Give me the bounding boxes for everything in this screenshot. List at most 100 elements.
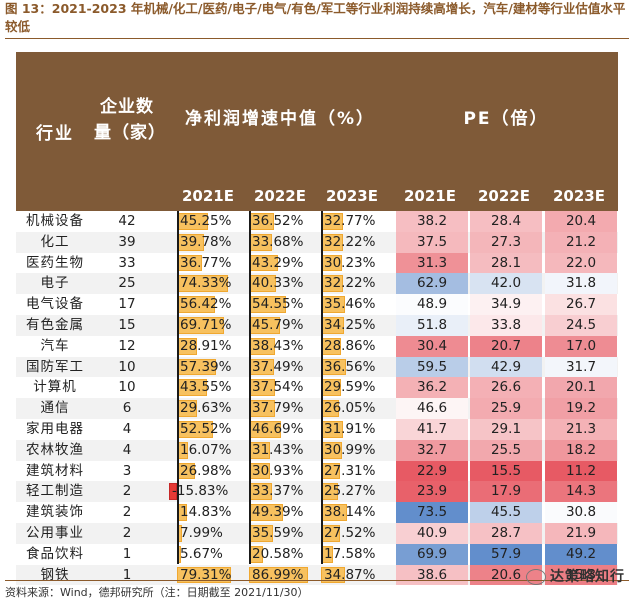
pe-value: 17.0	[545, 335, 617, 357]
profit-growth-value: 37.79%	[252, 400, 304, 417]
title-divider	[5, 38, 629, 39]
profit-growth-value: 49.39%	[252, 504, 304, 521]
profit-growth-value: 33.68%	[252, 233, 304, 250]
profit-growth-value: 17.58%	[324, 545, 376, 562]
company-count: 1	[122, 545, 132, 562]
header-year-pe-2021: 2021E	[404, 187, 456, 205]
pe-value: 36.2	[396, 377, 468, 399]
profit-growth-value: 52.52%	[180, 420, 232, 437]
pe-value: 32.7	[396, 439, 468, 461]
table-row: 建筑材料 3 26.98% 30.93% 27.31% 22.9 15.5 11.2	[16, 460, 618, 482]
profit-growth-value: 37.49%	[252, 358, 304, 375]
pe-value: 27.3	[470, 231, 542, 253]
profit-growth-value: 29.59%	[324, 379, 376, 396]
pe-value: 45.5	[470, 502, 542, 523]
pe-value: 37.5	[396, 231, 468, 253]
profit-growth-value: 14.83%	[180, 504, 232, 521]
profit-growth-value: 27.31%	[324, 462, 376, 479]
header-profit-growth: 净利润增速中值（%）	[184, 109, 376, 129]
table-row: 机械设备 42 45.25% 36.52% 32.77% 38.2 28.4 20.4	[16, 211, 618, 232]
wechat-icon	[526, 569, 546, 585]
industry-name: 汽车	[40, 337, 70, 354]
pe-value: 19.2	[545, 398, 617, 419]
profit-growth-value: 56.42%	[180, 296, 232, 313]
pe-value: 25.9	[470, 398, 542, 419]
company-count: 4	[122, 420, 132, 437]
pe-value: 28.1	[470, 252, 542, 274]
profit-growth-value: 43.55%	[180, 379, 232, 396]
pe-value: 38.6	[396, 564, 468, 586]
company-count: 33	[118, 254, 136, 271]
table-row: 公用事业 2 7.99% 35.59% 27.52% 40.9 28.7 21.9	[16, 522, 618, 544]
pe-value: 62.9	[396, 273, 468, 295]
industry-name: 建筑材料	[26, 462, 84, 479]
pe-value: 20.1	[545, 377, 617, 399]
profit-growth-value: 27.52%	[324, 524, 376, 541]
company-count: 4	[122, 441, 132, 458]
pe-value: 31.3	[396, 252, 468, 274]
table-row: 农林牧渔 4 16.07% 31.43% 30.99% 32.7 25.5 18.2	[16, 439, 618, 461]
profit-growth-value: 38.43%	[252, 337, 304, 354]
table-row: 计算机 10 43.55% 37.54% 29.59% 36.2 26.6 20.1	[16, 377, 618, 399]
profit-growth-value: 25.27%	[324, 483, 376, 500]
company-count: 15	[118, 316, 136, 333]
profit-growth-value: 28.86%	[324, 337, 376, 354]
company-count: 25	[118, 275, 136, 292]
header-year-pe-2023: 2023E	[553, 187, 605, 205]
company-count: 2	[122, 483, 132, 500]
industry-name: 通信	[40, 400, 70, 417]
pe-value: 34.9	[470, 294, 542, 315]
industry-name: 医药生物	[26, 254, 84, 271]
profit-growth-value: 36.52%	[252, 213, 304, 229]
profit-growth-value: 28.91%	[180, 337, 232, 354]
profit-growth-value: 57.39%	[180, 358, 232, 375]
header-pe: PE（倍）	[463, 109, 549, 129]
profit-growth-value: 29.63%	[180, 400, 232, 417]
pe-value: 73.5	[396, 502, 468, 523]
table-row: 食品饮料 1 5.67% 20.58% 17.58% 69.9 57.9 49.2	[16, 543, 618, 565]
company-count: 10	[118, 379, 136, 396]
pe-value: 20.4	[545, 211, 617, 232]
industry-name: 电气设备	[26, 296, 84, 313]
profit-growth-value: 30.99%	[324, 441, 376, 458]
profit-growth-value: 37.54%	[252, 379, 304, 396]
table-row: 汽车 12 28.91% 38.43% 28.86% 30.4 20.7 17.0	[16, 335, 618, 357]
pe-value: 59.5	[396, 356, 468, 378]
pe-value: 40.9	[396, 522, 468, 544]
industry-name: 机械设备	[26, 213, 84, 229]
profit-growth-value: 26.05%	[324, 400, 376, 417]
profit-growth-value: 5.67%	[180, 545, 223, 562]
industry-name: 食品饮料	[26, 545, 84, 562]
pe-value: 28.4	[470, 211, 542, 232]
table-row: 建筑装饰 2 14.83% 49.39% 38.14% 73.5 45.5 30.8	[16, 502, 618, 523]
profit-growth-value: 32.22%	[324, 233, 376, 250]
profit-growth-value: 45.25%	[180, 213, 232, 229]
pe-value: 26.7	[545, 294, 617, 315]
header-year-profit-2023: 2023E	[326, 187, 378, 205]
company-count: 17	[118, 296, 136, 313]
company-count: 10	[118, 358, 136, 375]
profit-growth-value: 31.91%	[324, 420, 376, 437]
company-count: 2	[122, 504, 132, 521]
header-year-profit-2021: 2021E	[182, 187, 234, 205]
industry-name: 钢铁	[40, 566, 70, 583]
profit-growth-value: 32.77%	[324, 213, 376, 229]
table-row: 轻工制造 2 -15.83% 33.37% 25.27% 23.9 17.9 14.3	[16, 481, 618, 503]
watermark: 达策略知行	[526, 566, 625, 586]
profit-growth-value: 38.14%	[324, 504, 376, 521]
pe-value: 46.6	[396, 398, 468, 419]
table-row: 家用电器 4 52.52% 46.69% 31.91% 41.7 29.1 21.3	[16, 418, 618, 440]
pe-value: 30.4	[396, 335, 468, 357]
pe-value: 51.8	[396, 314, 468, 336]
profit-growth-value: 36.56%	[324, 358, 376, 375]
pe-value: 42.9	[470, 356, 542, 378]
table-row: 国防军工 10 57.39% 37.49% 36.56% 59.5 42.9 31.7	[16, 356, 618, 378]
watermark-text: 达策略知行	[550, 569, 625, 585]
industry-name: 轻工制造	[26, 483, 84, 500]
pe-value: 31.7	[545, 356, 617, 378]
industry-name: 农林牧渔	[26, 441, 84, 458]
profit-growth-value: 31.43%	[252, 441, 304, 458]
industry-name: 国防军工	[26, 358, 84, 375]
profit-growth-value: 74.33%	[180, 275, 232, 292]
industry-name: 公用事业	[26, 524, 84, 541]
